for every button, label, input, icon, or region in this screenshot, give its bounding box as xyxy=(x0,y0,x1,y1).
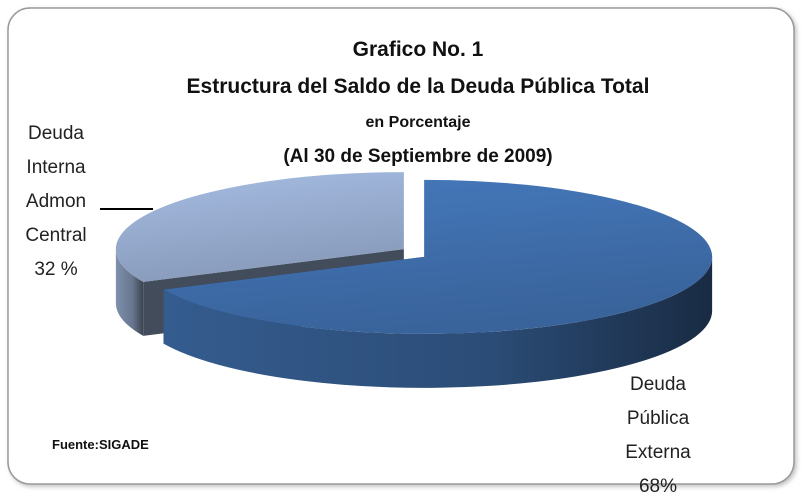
slice-label: Deuda Interna Admon Central 32 % xyxy=(8,117,104,287)
slice-top xyxy=(163,179,713,334)
source: Fuente:SIGADE xyxy=(52,437,149,452)
slice xyxy=(163,179,713,388)
category-label: Deuda Pública Externa xyxy=(625,374,691,463)
value-label: 68% xyxy=(638,476,678,497)
category-label: Deuda Interna Admon Central xyxy=(25,123,87,246)
slice-top xyxy=(115,172,404,282)
pie xyxy=(115,172,713,388)
subtitle: en Porcentaje xyxy=(366,114,471,131)
page: Grafico No. 1 Estructura del Saldo de la… xyxy=(7,7,795,497)
slice-label: Deuda Pública Externa 68% xyxy=(598,368,718,504)
chart: Grafico No. 1 Estructura del Saldo de la… xyxy=(7,7,795,485)
value-label: 32 % xyxy=(34,259,78,280)
chart-title: Grafico No. 1 xyxy=(353,38,484,61)
slice-side xyxy=(115,249,144,336)
slice-side xyxy=(163,256,713,388)
subtitle: Estructura del Saldo de la Deuda Pública… xyxy=(187,75,650,98)
subtitle: (Al 30 de Septiembre de 2009) xyxy=(283,146,552,167)
